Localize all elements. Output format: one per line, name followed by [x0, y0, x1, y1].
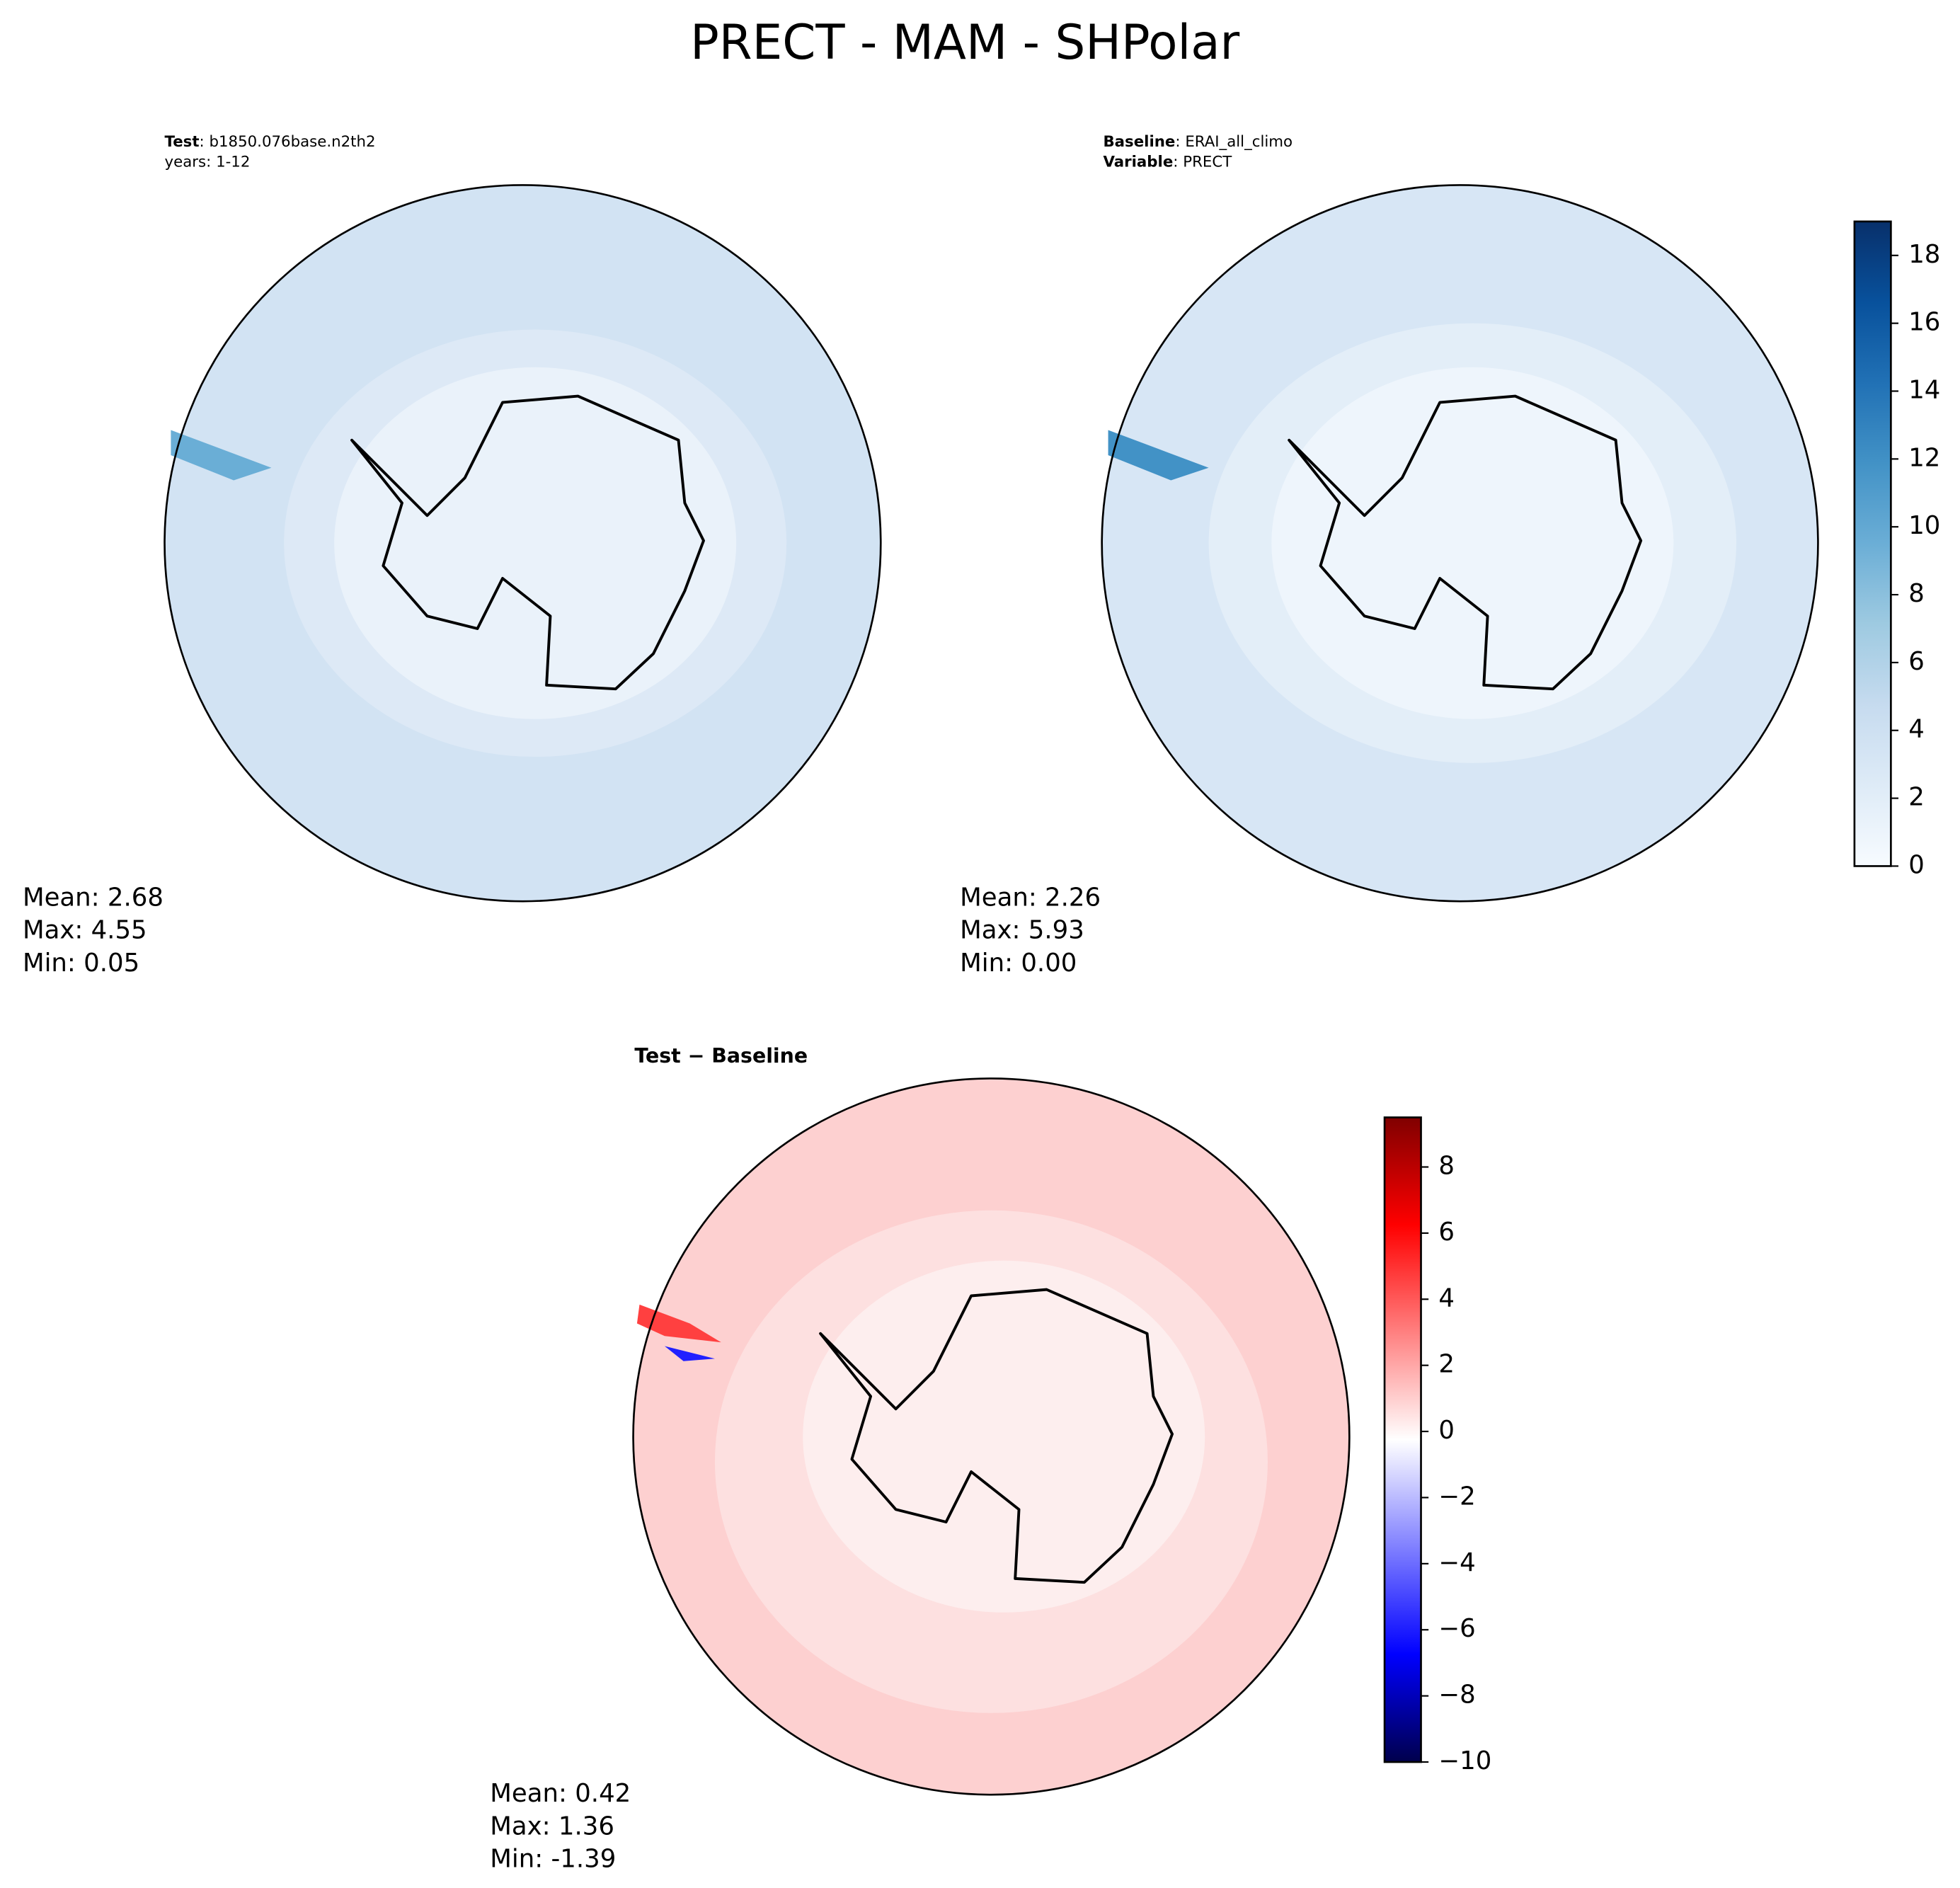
colorbar-tick-label: 10	[1908, 511, 1940, 540]
panel-label: Variable: PRECT	[1103, 153, 1232, 171]
label-value: : ERAI_all_climo	[1175, 133, 1293, 151]
panel-label: Test: b1850.076base.n2th2	[165, 133, 376, 151]
colorbar-tick-label: 2	[1908, 783, 1925, 812]
stat-line: Max: 5.93	[960, 916, 1084, 945]
colorbar-tick-label: −2	[1438, 1482, 1475, 1511]
colorbar-tick-label: −8	[1438, 1681, 1475, 1710]
stat-line: Min: 0.00	[960, 949, 1077, 978]
stat-line: Min: -1.39	[490, 1844, 616, 1873]
colorbar-tick-label: −10	[1438, 1746, 1491, 1775]
colorbar-tick-label: 0	[1438, 1416, 1455, 1445]
label-key: Test	[165, 133, 200, 151]
panel-label: Baseline: ERAI_all_climo	[1103, 133, 1293, 151]
colorbar-tick-label: 16	[1908, 308, 1940, 337]
stat-line: Mean: 2.68	[23, 883, 164, 912]
stat-line: Mean: 0.42	[490, 1779, 631, 1808]
colorbar-tick-label: 0	[1908, 850, 1925, 879]
colorbar-tick-label: 8	[1908, 579, 1925, 608]
colorbar-tick-label: 12	[1908, 443, 1940, 472]
map-baseline	[1101, 184, 1819, 903]
colorbar-tick-label: 14	[1908, 376, 1940, 405]
figure-title: PRECT - MAM - SHPolar	[690, 14, 1239, 70]
colorbar-tick-label: −6	[1438, 1614, 1475, 1643]
colorbar-tick-label: 8	[1438, 1151, 1455, 1180]
colorbar-tick-label: 6	[1908, 647, 1925, 676]
colorbar-tick-label: 2	[1438, 1350, 1455, 1379]
colorbar-tick-label: 4	[1438, 1283, 1455, 1312]
colorbar	[1853, 220, 1892, 867]
colorbar	[1383, 1116, 1422, 1763]
stat-line: Min: 0.05	[23, 949, 139, 978]
stat-line: Max: 4.55	[23, 916, 147, 945]
colorbar-tick-label: 4	[1908, 715, 1925, 744]
stat-line: Mean: 2.26	[960, 883, 1101, 912]
colorbar-tick-label: 6	[1438, 1218, 1455, 1247]
colorbar-tick-label: −4	[1438, 1548, 1475, 1577]
panel-label: Test − Baseline	[634, 1044, 808, 1068]
panel-label: years: 1-12	[165, 153, 251, 171]
map-difference	[632, 1077, 1351, 1796]
stat-line: Max: 1.36	[490, 1812, 614, 1841]
colorbar-tick-label: 18	[1908, 240, 1940, 269]
label-value: : b1850.076base.n2th2	[200, 133, 376, 151]
map-test	[164, 184, 882, 903]
label-key: Baseline	[1103, 133, 1175, 151]
label-value: : PRECT	[1173, 153, 1232, 171]
label-key: Variable	[1103, 153, 1173, 171]
